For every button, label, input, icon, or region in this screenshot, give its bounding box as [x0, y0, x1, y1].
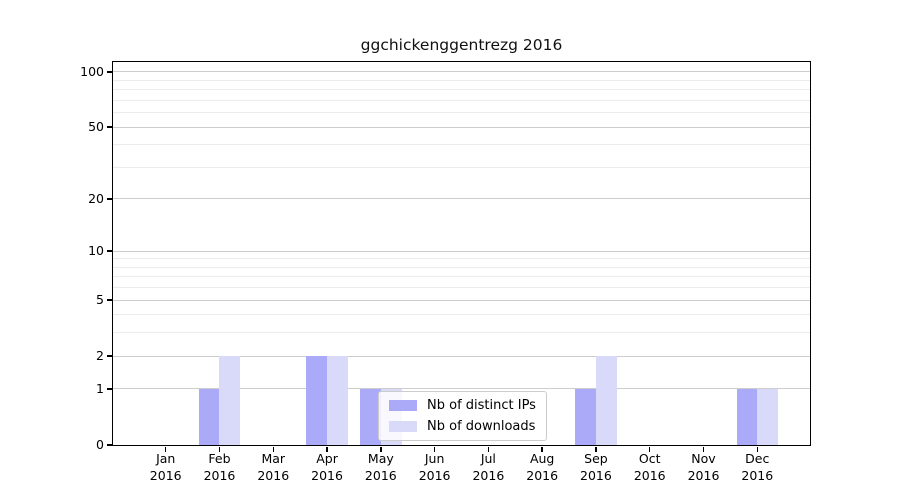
y-gridline-major — [113, 250, 810, 252]
y-tick — [106, 388, 112, 390]
x-tick — [326, 446, 328, 452]
bar-downloads-feb — [219, 356, 241, 445]
y-tick — [106, 198, 112, 200]
x-tick — [487, 446, 490, 452]
y-tick — [106, 444, 112, 446]
y-gridline-minor — [113, 99, 810, 101]
x-tick-label: Dec 2016 — [741, 451, 774, 483]
y-gridline-major — [113, 388, 810, 390]
bar-downloads-sep — [595, 356, 617, 445]
x-tick — [702, 446, 705, 452]
y-tick-label: 50 — [88, 119, 104, 135]
y-gridline-minor — [113, 287, 810, 289]
y-tick-label: 100 — [80, 63, 104, 79]
y-gridline-major — [113, 198, 810, 200]
y-gridline-major — [113, 299, 810, 301]
y-gridline-major — [113, 71, 810, 73]
legend-swatch-distinct-ips — [389, 400, 417, 411]
x-tick-label: Oct 2016 — [633, 451, 666, 483]
x-tick — [380, 446, 382, 452]
y-gridline-major — [113, 355, 810, 357]
x-tick-label: Jul 2016 — [472, 451, 505, 483]
y-tick-label: 2 — [96, 348, 104, 364]
legend-label-downloads: Nb of downloads — [427, 419, 536, 434]
y-gridline-minor — [113, 79, 810, 81]
y-tick-label: 10 — [88, 243, 104, 259]
bar-downloads-apr — [327, 356, 348, 445]
bar-distinct-ips-feb — [198, 388, 220, 445]
y-gridline-minor — [113, 266, 810, 268]
bar-distinct-ips-apr — [306, 356, 328, 445]
bar-downloads-dec — [757, 388, 778, 445]
x-tick — [272, 446, 275, 452]
y-gridline-minor — [113, 276, 810, 278]
y-tick-label: 5 — [96, 292, 104, 308]
x-tick-label: Aug 2016 — [526, 451, 559, 483]
legend-swatch-downloads — [389, 421, 417, 432]
x-tick-label: Jun 2016 — [418, 451, 451, 483]
y-gridline-minor — [113, 144, 810, 146]
y-gridline-minor — [113, 258, 810, 260]
x-tick — [756, 446, 759, 452]
y-gridline-minor — [113, 112, 810, 114]
y-tick — [106, 71, 112, 73]
x-tick — [541, 446, 543, 452]
y-tick — [106, 126, 112, 128]
y-tick — [106, 250, 112, 252]
x-tick-label: Mar 2016 — [257, 451, 290, 483]
x-tick-label: Jan 2016 — [149, 451, 182, 483]
y-gridline-major — [113, 126, 810, 128]
bar-distinct-ips-sep — [575, 388, 596, 445]
bar-distinct-ips-may — [360, 388, 381, 445]
x-tick — [164, 446, 167, 452]
y-gridline-minor — [113, 166, 810, 168]
x-tick — [433, 446, 436, 452]
x-tick-label: Apr 2016 — [311, 451, 343, 483]
y-tick-label: 1 — [96, 380, 104, 396]
y-tick — [106, 299, 112, 301]
legend-item-distinct-ips: Nb of distinct IPs — [389, 398, 536, 413]
x-tick — [595, 446, 597, 452]
y-tick — [106, 355, 112, 357]
chart-title: ggchickenggentrezg 2016 — [360, 36, 563, 54]
x-tick-label: May 2016 — [364, 451, 397, 483]
x-tick-label: Sep 2016 — [580, 451, 612, 483]
y-tick-label: 0 — [96, 437, 104, 452]
legend-item-downloads: Nb of downloads — [389, 419, 536, 434]
y-tick-label: 20 — [88, 190, 104, 206]
legend: Nb of distinct IPs Nb of downloads — [378, 391, 547, 441]
x-tick-label: Feb 2016 — [203, 451, 236, 483]
y-gridline-minor — [113, 89, 810, 91]
x-tick — [648, 446, 651, 452]
x-tick-label: Nov 2016 — [687, 451, 720, 483]
y-gridline-minor — [113, 332, 810, 334]
y-gridline-minor — [113, 314, 810, 316]
legend-label-distinct-ips: Nb of distinct IPs — [427, 398, 536, 413]
bar-distinct-ips-dec — [736, 388, 758, 445]
x-tick — [218, 446, 221, 452]
